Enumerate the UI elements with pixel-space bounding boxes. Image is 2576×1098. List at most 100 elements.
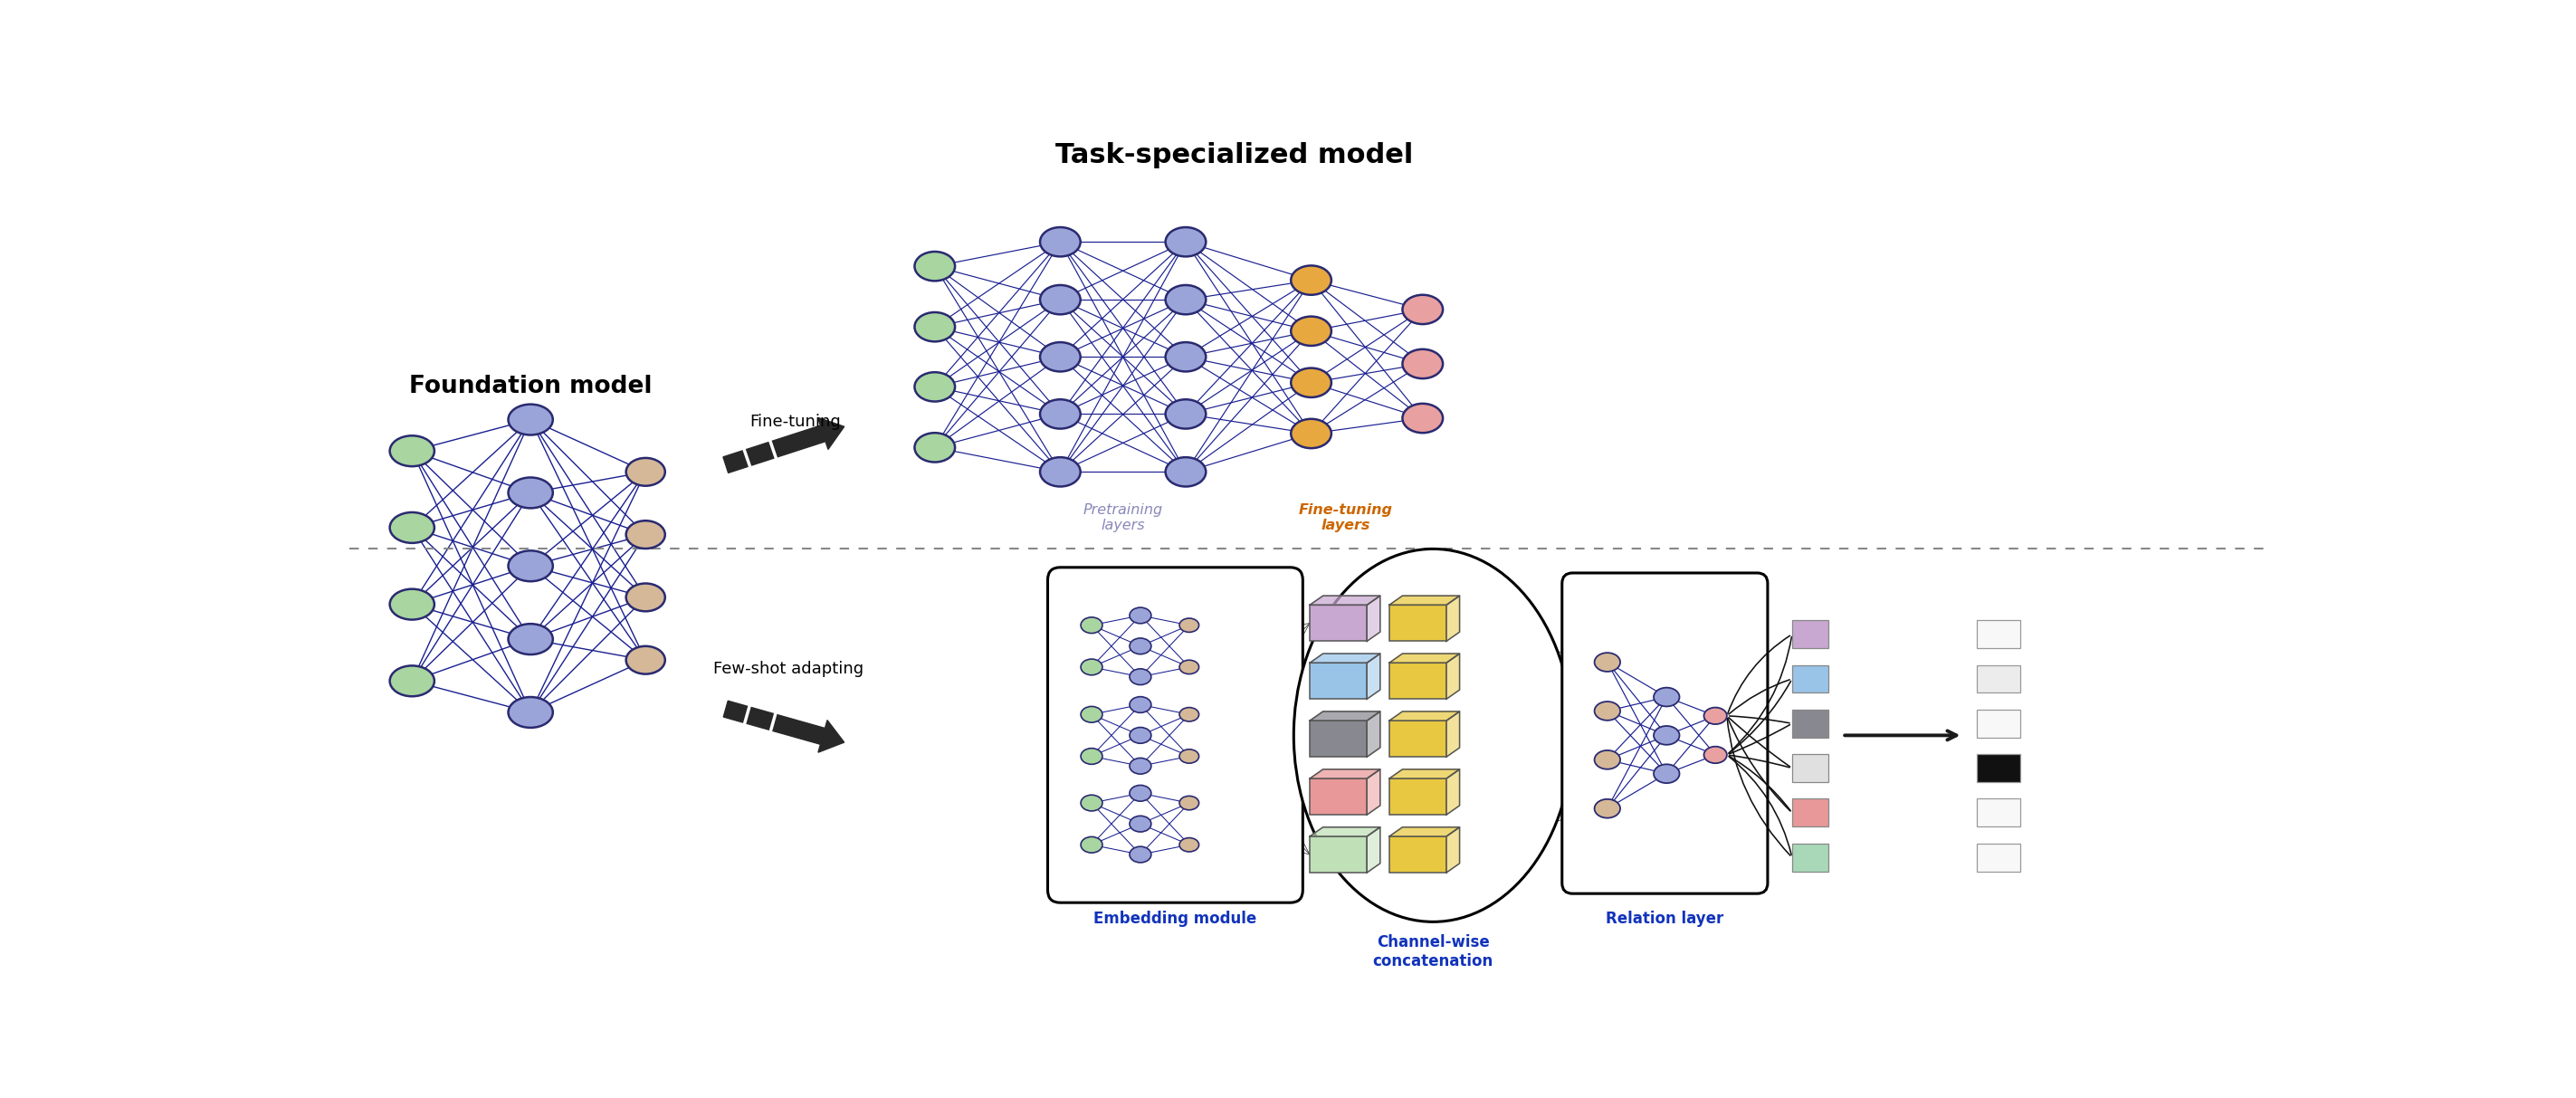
Ellipse shape xyxy=(1401,404,1443,433)
Ellipse shape xyxy=(1082,795,1103,811)
Text: Embedding module: Embedding module xyxy=(1095,911,1257,928)
Polygon shape xyxy=(1388,712,1461,720)
Text: Pretraining
layers: Pretraining layers xyxy=(1082,503,1162,533)
Ellipse shape xyxy=(507,404,554,435)
Bar xyxy=(1388,720,1445,757)
Ellipse shape xyxy=(1401,295,1443,324)
Bar xyxy=(1976,620,2020,648)
Ellipse shape xyxy=(1164,343,1206,371)
Polygon shape xyxy=(1309,827,1381,837)
Ellipse shape xyxy=(914,251,956,281)
Polygon shape xyxy=(1368,770,1381,815)
FancyArrow shape xyxy=(724,701,845,752)
Ellipse shape xyxy=(1131,785,1151,802)
Bar xyxy=(1976,754,2020,782)
Ellipse shape xyxy=(1164,457,1206,486)
Ellipse shape xyxy=(389,589,435,619)
Ellipse shape xyxy=(1041,457,1079,486)
Bar xyxy=(1976,798,2020,827)
Ellipse shape xyxy=(1082,617,1103,634)
Polygon shape xyxy=(1445,653,1461,699)
FancyBboxPatch shape xyxy=(1561,573,1767,894)
FancyBboxPatch shape xyxy=(1048,568,1303,903)
Text: Fine-tuning
layers: Fine-tuning layers xyxy=(1298,503,1394,533)
Text: Task-specialized model: Task-specialized model xyxy=(1056,143,1414,169)
Ellipse shape xyxy=(1180,618,1198,632)
Polygon shape xyxy=(1368,827,1381,873)
Ellipse shape xyxy=(1082,659,1103,675)
Ellipse shape xyxy=(914,372,956,402)
Polygon shape xyxy=(1309,712,1381,720)
Text: Foundation model: Foundation model xyxy=(410,376,652,399)
Ellipse shape xyxy=(1595,750,1620,770)
Ellipse shape xyxy=(1703,747,1726,763)
Polygon shape xyxy=(1309,770,1381,778)
Polygon shape xyxy=(1388,596,1461,605)
Bar xyxy=(1793,754,1829,782)
Ellipse shape xyxy=(1041,285,1079,314)
Ellipse shape xyxy=(1291,419,1332,448)
Bar xyxy=(1793,843,1829,872)
Polygon shape xyxy=(1445,827,1461,873)
Ellipse shape xyxy=(914,312,956,341)
Bar xyxy=(1388,837,1445,873)
Ellipse shape xyxy=(626,583,665,612)
Ellipse shape xyxy=(1180,660,1198,674)
Ellipse shape xyxy=(1291,316,1332,346)
Polygon shape xyxy=(1368,653,1381,699)
Ellipse shape xyxy=(1131,669,1151,685)
Ellipse shape xyxy=(1131,727,1151,743)
Bar xyxy=(1309,837,1368,873)
Ellipse shape xyxy=(1180,838,1198,852)
Ellipse shape xyxy=(1041,343,1079,371)
Ellipse shape xyxy=(914,433,956,462)
Bar xyxy=(1793,620,1829,648)
Ellipse shape xyxy=(1654,726,1680,744)
Ellipse shape xyxy=(1180,707,1198,721)
Ellipse shape xyxy=(389,665,435,696)
Ellipse shape xyxy=(1291,266,1332,295)
Ellipse shape xyxy=(1654,764,1680,783)
Ellipse shape xyxy=(1082,748,1103,764)
Ellipse shape xyxy=(1180,796,1198,810)
Polygon shape xyxy=(1445,770,1461,815)
Bar xyxy=(1976,709,2020,738)
Text: Relation layer: Relation layer xyxy=(1605,911,1723,928)
Bar xyxy=(1793,709,1829,738)
Ellipse shape xyxy=(1041,400,1079,428)
Bar xyxy=(1793,798,1829,827)
Polygon shape xyxy=(1388,770,1461,778)
Ellipse shape xyxy=(1131,696,1151,713)
Ellipse shape xyxy=(507,624,554,654)
Ellipse shape xyxy=(507,478,554,508)
Ellipse shape xyxy=(1041,227,1079,257)
Ellipse shape xyxy=(1164,227,1206,257)
Ellipse shape xyxy=(1131,816,1151,832)
Polygon shape xyxy=(1309,596,1381,605)
Ellipse shape xyxy=(507,551,554,581)
Ellipse shape xyxy=(1164,285,1206,314)
Ellipse shape xyxy=(626,520,665,549)
Ellipse shape xyxy=(1131,847,1151,863)
Ellipse shape xyxy=(1164,400,1206,428)
Ellipse shape xyxy=(1703,707,1726,725)
Bar xyxy=(1309,720,1368,757)
Ellipse shape xyxy=(1180,749,1198,763)
Bar xyxy=(1388,663,1445,699)
Ellipse shape xyxy=(1131,607,1151,624)
Ellipse shape xyxy=(1401,349,1443,379)
Ellipse shape xyxy=(1595,653,1620,672)
Bar xyxy=(1309,605,1368,641)
Bar xyxy=(1388,778,1445,815)
FancyArrow shape xyxy=(724,417,845,473)
Text: Fine-tuning: Fine-tuning xyxy=(750,414,840,430)
Polygon shape xyxy=(1368,712,1381,757)
Text: Few-shot adapting: Few-shot adapting xyxy=(714,661,863,677)
Polygon shape xyxy=(1445,596,1461,641)
Ellipse shape xyxy=(1291,368,1332,397)
Polygon shape xyxy=(1309,653,1381,663)
Text: Channel-wise
concatenation: Channel-wise concatenation xyxy=(1373,934,1494,970)
Ellipse shape xyxy=(1654,687,1680,706)
Polygon shape xyxy=(1368,596,1381,641)
Bar xyxy=(1309,778,1368,815)
